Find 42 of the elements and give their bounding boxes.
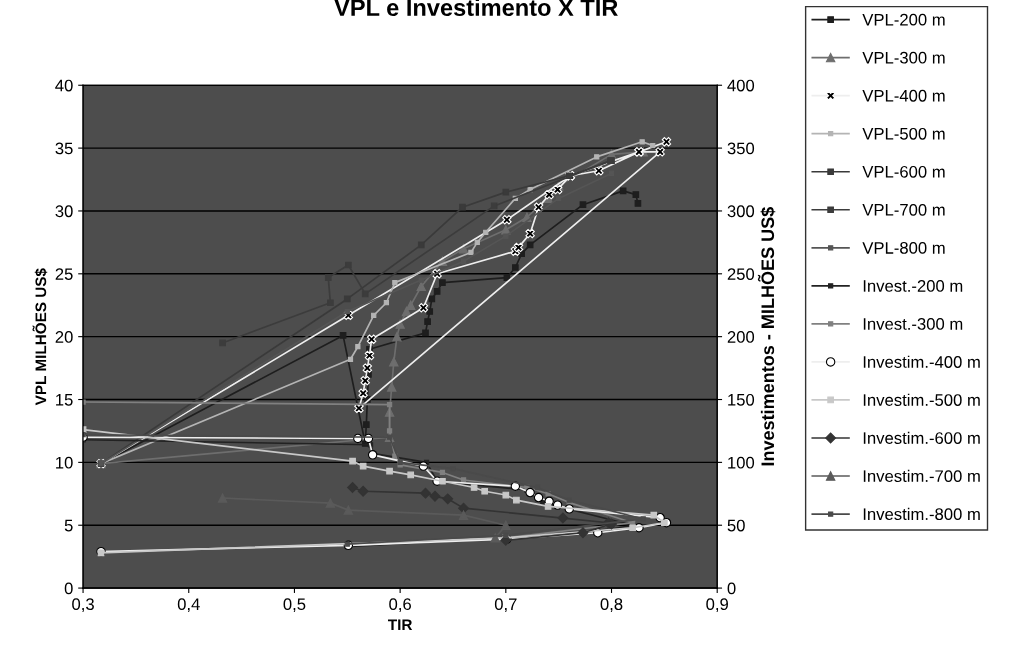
y2-tick-label: 350 bbox=[727, 142, 755, 155]
legend-label: VPL-400 m bbox=[862, 89, 945, 102]
y2-tick-label: 200 bbox=[727, 331, 755, 343]
y-tick-label: 30 bbox=[55, 205, 73, 218]
y-tick-label: 15 bbox=[56, 394, 73, 406]
x-tick-label: 0,4 bbox=[177, 598, 200, 613]
legend-label: VPL-800 m bbox=[862, 241, 945, 254]
y2-tick-label: 400 bbox=[727, 79, 755, 92]
legend-label: Investim.-500 m bbox=[863, 393, 980, 406]
legend-label: Invest.-200 m bbox=[863, 280, 963, 292]
y2-tick-label: 100 bbox=[728, 456, 755, 469]
y-tick-label: 35 bbox=[55, 142, 73, 155]
x-tick-label: 0,9 bbox=[706, 598, 728, 613]
x-tick-label: 0,6 bbox=[389, 598, 411, 613]
legend-label: Investim.-400 m bbox=[863, 355, 980, 368]
legend-label: VPL-600 m bbox=[862, 165, 945, 178]
y2-tick-label: 250 bbox=[727, 268, 755, 281]
x-tick-label: 0,7 bbox=[494, 598, 517, 613]
legend-label: VPL-500 m bbox=[862, 127, 945, 140]
y2-axis-title: Investimentos - MILHÕES US$ bbox=[757, 206, 776, 466]
x-axis-title: TIR bbox=[388, 619, 413, 630]
legend-label: VPL-700 m bbox=[862, 203, 945, 216]
x-tick-label: 0,3 bbox=[72, 598, 94, 613]
y2-tick-label: 0 bbox=[727, 582, 736, 595]
y2-tick-label: 150 bbox=[728, 393, 755, 406]
y2-tick-label: 50 bbox=[727, 519, 745, 532]
y-tick-label: 10 bbox=[56, 456, 73, 469]
legend-label: VPL-200 m bbox=[862, 13, 945, 26]
legend-label: Investim.-600 m bbox=[863, 431, 980, 444]
y-tick-label: 20 bbox=[55, 331, 73, 343]
y-tick-label: 5 bbox=[64, 519, 73, 532]
legend-label: Invest.-300 m bbox=[863, 318, 963, 330]
x-tick-label: 0,8 bbox=[600, 598, 623, 613]
y-tick-label: 0 bbox=[64, 582, 73, 595]
y2-tick-label: 300 bbox=[727, 205, 755, 218]
y-tick-label: 25 bbox=[55, 268, 73, 281]
x-tick-label: 0,5 bbox=[283, 598, 306, 613]
legend-label: VPL-300 m bbox=[862, 51, 945, 64]
y-axis-title: VPL MILHÕES US$ bbox=[32, 268, 48, 406]
y-tick-label: 40 bbox=[55, 79, 73, 92]
legend-label: Investim.-700 m bbox=[863, 469, 980, 483]
legend-label: Investim.-800 m bbox=[863, 507, 980, 521]
